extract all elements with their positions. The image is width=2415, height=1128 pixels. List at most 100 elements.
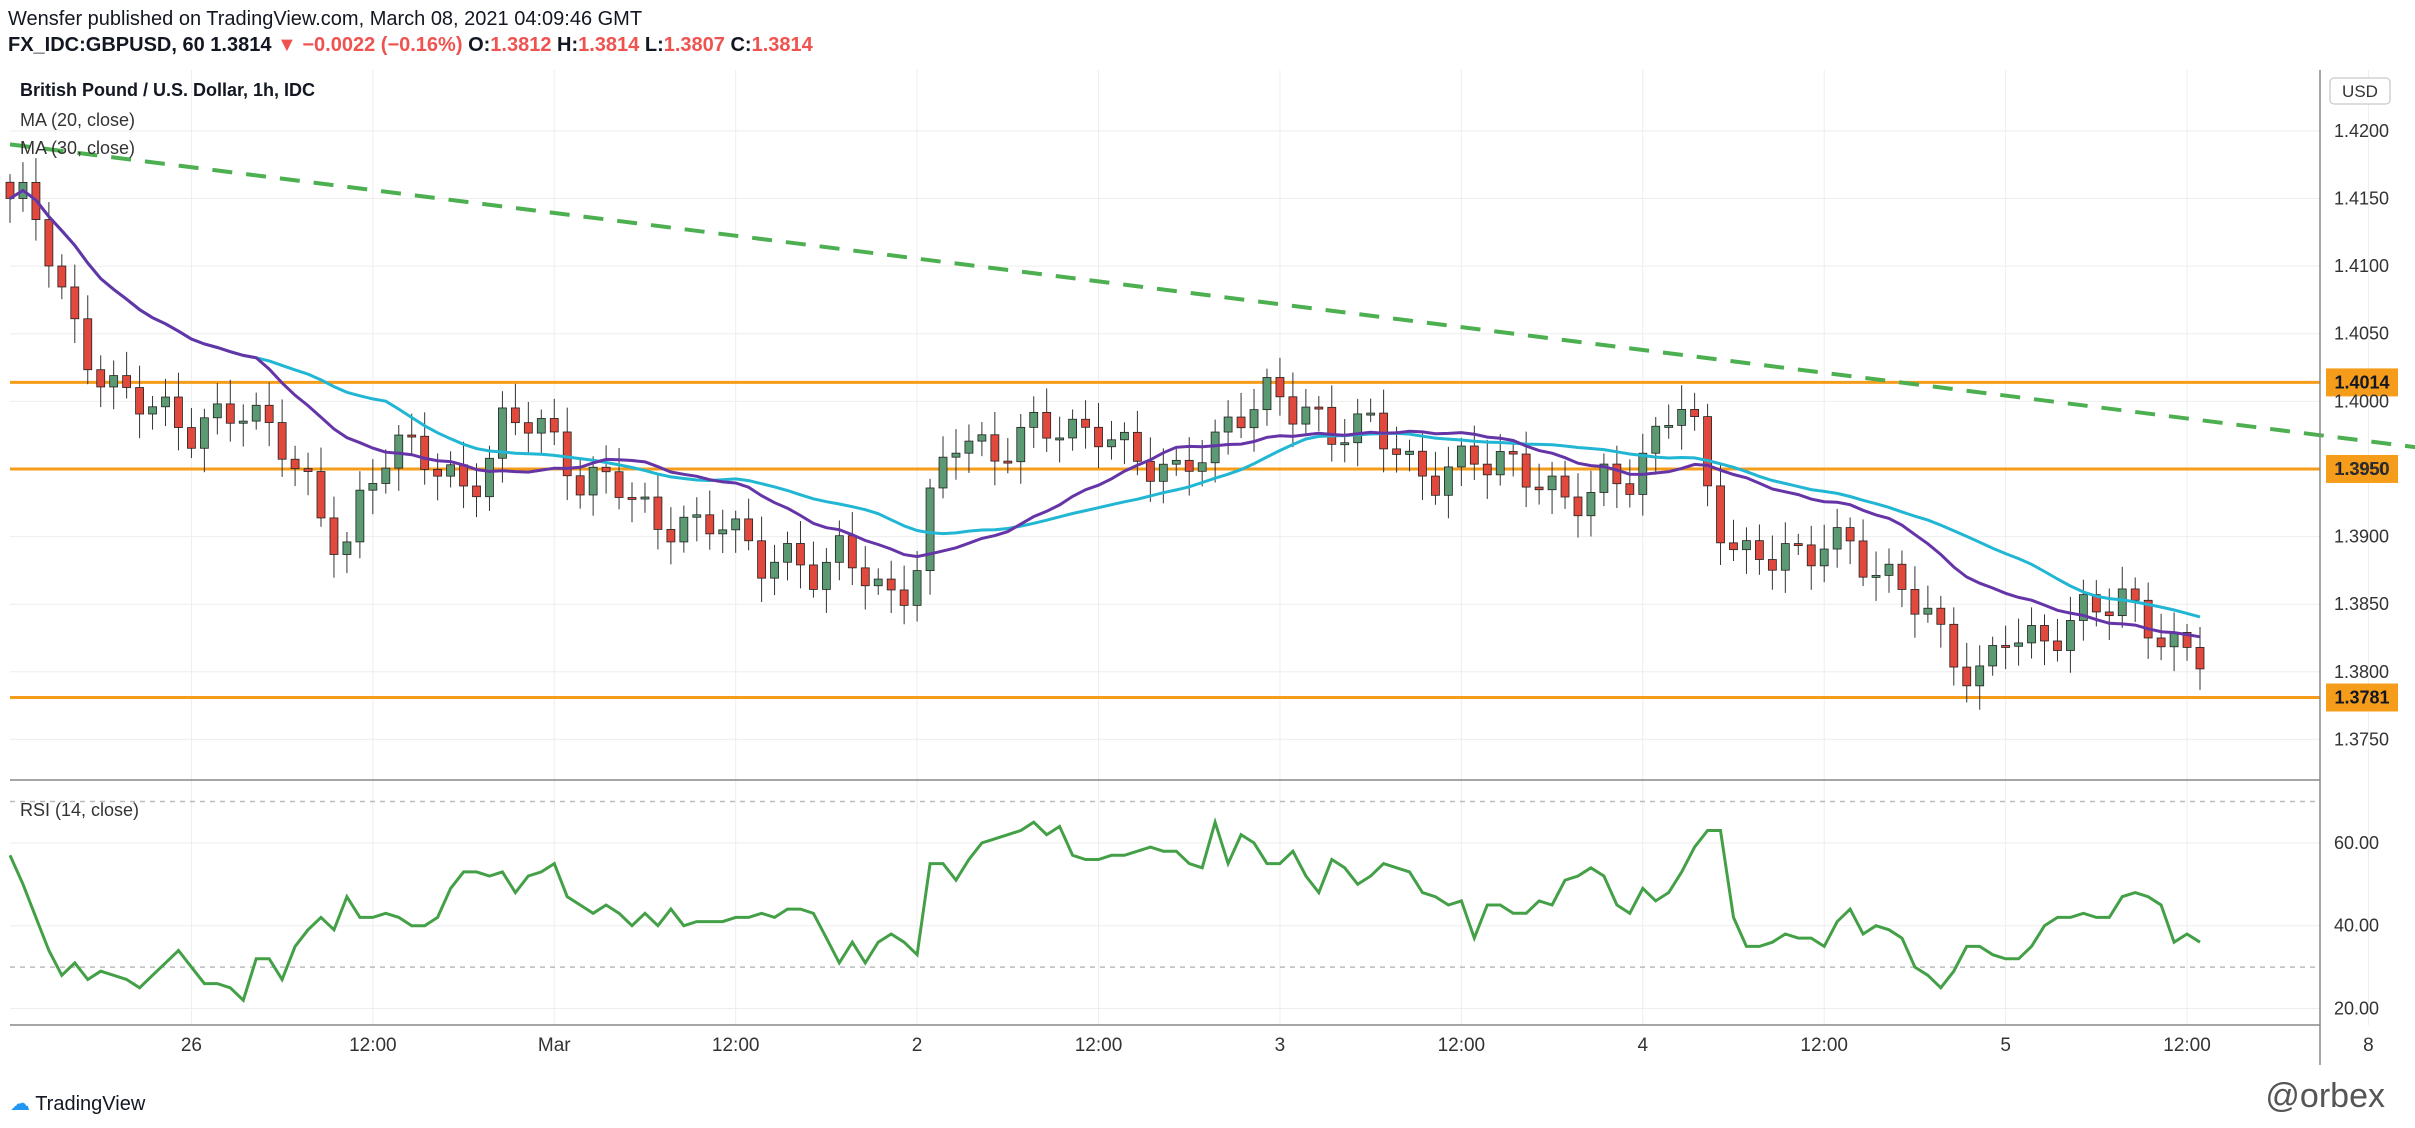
- ma20-label[interactable]: MA (20, close): [20, 110, 136, 130]
- candle-body: [1677, 409, 1687, 426]
- candle-body: [1081, 418, 1090, 428]
- price-tick-label: 1.4000: [2334, 391, 2389, 411]
- candle-body: [44, 219, 54, 267]
- candle-body: [744, 518, 754, 542]
- candle-body: [1806, 544, 1816, 567]
- candle-body: [2001, 645, 2011, 648]
- tradingview-cloud-icon: ☁: [10, 1093, 30, 1115]
- candle-body: [549, 418, 559, 433]
- high-value: 1.3814: [578, 34, 640, 56]
- candle-body: [420, 435, 430, 470]
- candle-body: [368, 483, 378, 491]
- level-price-badge: [2326, 683, 2398, 712]
- horizontal-levels[interactable]: 1.4014 1.3950 1.3781: [10, 368, 2398, 712]
- candle-body: [1327, 406, 1337, 445]
- symbol-name[interactable]: FX_IDC:GBPUSD, 60: [8, 34, 205, 56]
- tradingview-logo[interactable]: ☁ TradingView: [10, 1091, 145, 1116]
- candle-body: [1055, 437, 1065, 441]
- rsi-tick-label: 20.00: [2334, 998, 2379, 1018]
- low-value: 1.3807: [663, 34, 725, 56]
- candle-body: [951, 452, 961, 458]
- candle-body: [212, 403, 222, 419]
- price-tick-label: 1.3800: [2334, 662, 2389, 682]
- candle-body: [355, 489, 365, 543]
- rsi-pane: [8, 800, 2320, 1003]
- candle-body: [1573, 496, 1583, 517]
- candle-body: [873, 578, 883, 587]
- instrument-label[interactable]: British Pound / U.S. Dollar, 1h, IDC: [20, 80, 316, 100]
- candle-body: [96, 369, 106, 388]
- level-price-label: 1.3781: [2334, 688, 2389, 708]
- candle-body: [1625, 483, 1635, 495]
- candle-body: [1521, 453, 1531, 488]
- candle-body: [1068, 418, 1077, 439]
- last-price: 1.3814: [210, 34, 272, 56]
- candle-body: [2117, 588, 2127, 617]
- candle-body: [1923, 607, 1933, 615]
- candle-body: [886, 578, 896, 591]
- candle-body: [342, 541, 352, 555]
- time-tick-label: 12:00: [1438, 1035, 1486, 1056]
- time-tick-label: 2: [912, 1035, 923, 1056]
- price-tick-label: 1.4150: [2334, 188, 2389, 208]
- candle-body: [938, 456, 948, 489]
- candle-body: [2053, 640, 2062, 651]
- candle-body: [640, 496, 650, 500]
- candle-body: [1197, 462, 1207, 472]
- candle-body: [821, 561, 831, 590]
- candle-body: [1547, 475, 1557, 491]
- axes: USD1.37501.38001.38501.39001.39501.40001…: [10, 70, 2391, 1065]
- candle-body: [187, 427, 196, 449]
- candle-body: [122, 375, 132, 388]
- candle-body: [135, 387, 144, 415]
- candle-body: [2078, 594, 2088, 621]
- price-tick-label: 1.3900: [2334, 527, 2389, 547]
- candle-body: [847, 535, 857, 569]
- price-tick-label: 1.4200: [2334, 121, 2389, 141]
- candle-body: [2143, 599, 2153, 639]
- candle-body: [809, 564, 818, 590]
- publisher-line: Wensfer published on TradingView.com, Ma…: [8, 8, 643, 30]
- candle-body: [1897, 563, 1907, 590]
- candle-body: [1949, 623, 1959, 668]
- candles-group: [5, 158, 2205, 710]
- candle-body: [238, 420, 248, 424]
- candle-body: [510, 407, 520, 424]
- candle-body: [653, 496, 663, 530]
- candle-body: [731, 518, 741, 531]
- candle-body: [601, 466, 611, 473]
- trendline-group[interactable]: [9, 142, 2415, 452]
- rsi-tick-label: 60.00: [2334, 833, 2379, 853]
- rsi-label[interactable]: RSI (14, close): [20, 800, 140, 820]
- candle-body: [1716, 485, 1725, 544]
- candle-body: [1495, 451, 1505, 476]
- down-arrow-icon: ▼: [277, 34, 297, 56]
- candle-body: [472, 485, 481, 498]
- candle-body: [705, 514, 715, 535]
- open-value: 1.3812: [490, 34, 552, 56]
- candle-body: [1016, 426, 1026, 463]
- level-price-label: 1.4014: [2334, 372, 2389, 392]
- candle-body: [1780, 543, 1790, 571]
- candle-body: [1742, 540, 1751, 551]
- time-tick-label: 4: [1637, 1035, 1648, 1056]
- close-value: 1.3814: [751, 34, 813, 56]
- time-tick-label: 12:00: [349, 1035, 397, 1056]
- candle-body: [161, 396, 170, 408]
- candle-body: [1858, 540, 1868, 578]
- candle-body: [1832, 527, 1842, 550]
- time-tick-label: 12:00: [1800, 1035, 1848, 1056]
- high-label: H:: [557, 34, 579, 56]
- candle-body: [1884, 563, 1894, 576]
- candle-body: [109, 375, 119, 388]
- price-tick-label: 1.4050: [2334, 324, 2389, 344]
- candle-body: [485, 457, 494, 498]
- candle-body: [1275, 377, 1285, 398]
- candle-body: [316, 471, 326, 519]
- candle-body: [1962, 666, 1972, 687]
- candle-body: [1767, 559, 1777, 571]
- open-label: O:: [468, 34, 491, 56]
- ma30-label[interactable]: MA (30, close): [20, 138, 136, 158]
- candle-body: [1975, 665, 1985, 687]
